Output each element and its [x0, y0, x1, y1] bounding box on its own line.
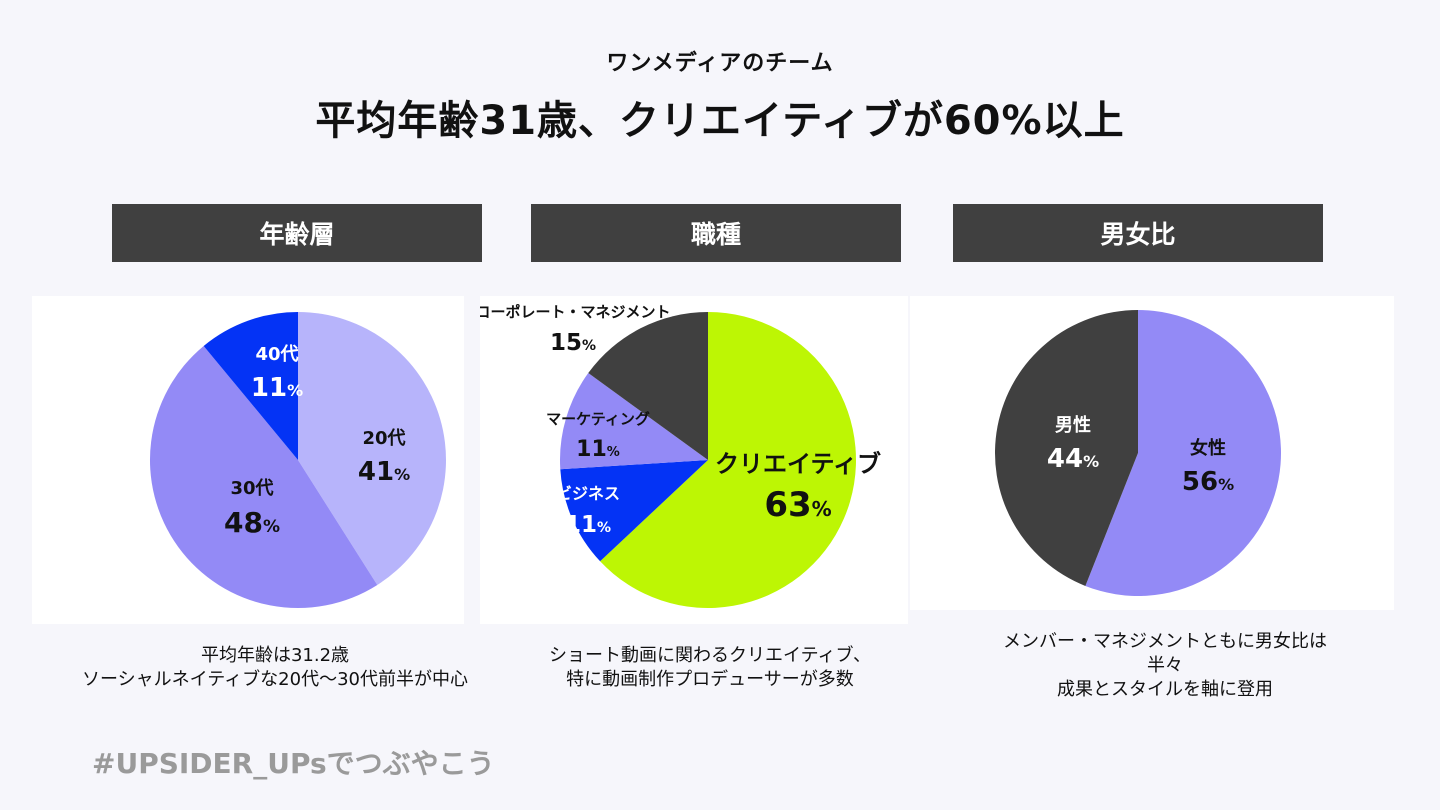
hashtag-footer: #UPSIDER_UPsでつぶやこう	[92, 747, 495, 780]
slice-value-number: 44	[1047, 444, 1083, 474]
slice-value-percent: %	[394, 465, 410, 484]
slice-value-number: 15	[550, 330, 582, 356]
slice-value-number: 56	[1182, 467, 1218, 497]
pie-slice-1	[149, 345, 378, 609]
slice-value-number: 63	[764, 485, 811, 525]
slice-label-0: 女性 56%	[1182, 437, 1234, 497]
slice-category-label: コーポレート・マネジメント	[480, 303, 671, 321]
slice-value-label: 11%	[576, 437, 620, 462]
slice-value-number: 11	[251, 373, 287, 403]
slice-value-label: 15%	[550, 330, 596, 356]
pie-slice-0	[298, 312, 446, 585]
pie-slice-0	[1085, 310, 1281, 596]
slice-value-percent: %	[263, 517, 280, 537]
gender-caption: メンバー・マネジメントともに男女比は 半々 成果とスタイルを軸に登用	[940, 630, 1390, 702]
slice-category-label: マーケティング	[546, 410, 650, 428]
pie-slice-3	[588, 312, 708, 460]
age-caption: 平均年齢は31.2歳 ソーシャルネイティブな20代〜30代前半が中心	[40, 644, 510, 692]
slice-value-label: 44%	[1047, 444, 1099, 474]
gender-caption-line-2: 半々	[1147, 655, 1183, 676]
slice-category-label: 女性	[1190, 437, 1226, 459]
slice-category-label: 40代	[255, 344, 298, 365]
pie-slices	[149, 312, 446, 609]
slice-label-2: マーケティング 11%	[546, 410, 650, 462]
pie-slice-2	[559, 373, 708, 470]
gender-caption-line-1: メンバー・マネジメントともに男女比は	[1003, 631, 1327, 652]
slice-category-label: 20代	[362, 428, 405, 449]
gender-chart-box: 女性 56% 男性 44%	[910, 296, 1394, 610]
slice-value-number: 41	[358, 457, 394, 487]
age-caption-line-2: ソーシャルネイティブな20代〜30代前半が中心	[81, 669, 468, 690]
slice-value-number: 11	[576, 437, 607, 462]
slice-value-percent: %	[812, 497, 832, 521]
slice-value-percent: %	[1083, 452, 1099, 471]
pie-slice-0	[600, 312, 857, 608]
slice-value-percent: %	[607, 445, 620, 460]
slice-label-1: ビジネス 11%	[556, 484, 620, 538]
slice-category-label: 男性	[1055, 414, 1091, 436]
slice-label-2: 40代 11%	[251, 344, 303, 403]
slice-label-1: 30代 48%	[224, 478, 280, 539]
age-caption-line-1: 平均年齢は31.2歳	[200, 645, 350, 666]
slice-value-percent: %	[287, 381, 303, 400]
job-caption: ショート動画に関わるクリエイティブ、 特に動画制作プロデューサーが多数	[500, 644, 920, 692]
slice-value-percent: %	[582, 338, 596, 354]
slice-value-label: 63%	[764, 485, 831, 525]
slice-value-label: 11%	[565, 512, 611, 538]
slice-value-label: 56%	[1182, 467, 1234, 497]
pie-slices	[994, 310, 1281, 596]
slice-value-label: 11%	[251, 373, 303, 403]
job-pie-chart: クリエイティブ63%ビジネス11%マーケティング11%コーポレート・マネジメント…	[480, 303, 881, 608]
slice-label-0: クリエイティブ 63%	[715, 450, 881, 525]
job-caption-line-2: 特に動画制作プロデューサーが多数	[566, 669, 854, 690]
slice-label-0: 20代 41%	[358, 428, 410, 487]
pie-slice-2	[203, 312, 298, 460]
pie-slices	[559, 312, 857, 608]
slice-category-label: 30代	[230, 478, 273, 499]
job-panel-header: 職種	[531, 204, 901, 262]
age-pie-chart: 20代 41% 30代 48% 40代 11%	[149, 312, 446, 609]
slice-value-number: 11	[565, 512, 597, 538]
job-caption-line-1: ショート動画に関わるクリエイティブ、	[548, 645, 872, 666]
gender-caption-line-3: 成果とスタイルを軸に登用	[1057, 679, 1273, 700]
slice-value-percent: %	[1218, 475, 1234, 494]
slice-category-label: ビジネス	[556, 484, 620, 503]
slice-value-label: 41%	[358, 457, 410, 487]
age-chart-box: 20代 41% 30代 48% 40代 11%	[32, 296, 464, 624]
slide-title: 平均年齢31歳、クリエイティブが60%以上	[315, 98, 1125, 144]
slice-value-percent: %	[597, 520, 611, 536]
gender-panel-header: 男女比	[953, 204, 1323, 262]
age-panel-header: 年齢層	[112, 204, 482, 262]
gender-pie-chart: 女性 56% 男性 44%	[994, 310, 1281, 596]
pie-slice-1	[994, 310, 1138, 586]
job-chart-box: クリエイティブ 63% ビジネス 11% マーケティング 11% コーポレート・マネジメント…	[480, 296, 908, 624]
slice-label-3: コーポレート・マネジメント 15%	[480, 303, 671, 356]
slice-label-1: 男性 44%	[1047, 414, 1099, 474]
pie-slice-1	[560, 460, 708, 562]
slide-subtitle: ワンメディアのチーム	[606, 51, 834, 76]
slice-category-label: クリエイティブ	[715, 450, 881, 478]
slice-value-number: 48	[224, 506, 263, 539]
slice-value-label: 48%	[224, 506, 280, 539]
